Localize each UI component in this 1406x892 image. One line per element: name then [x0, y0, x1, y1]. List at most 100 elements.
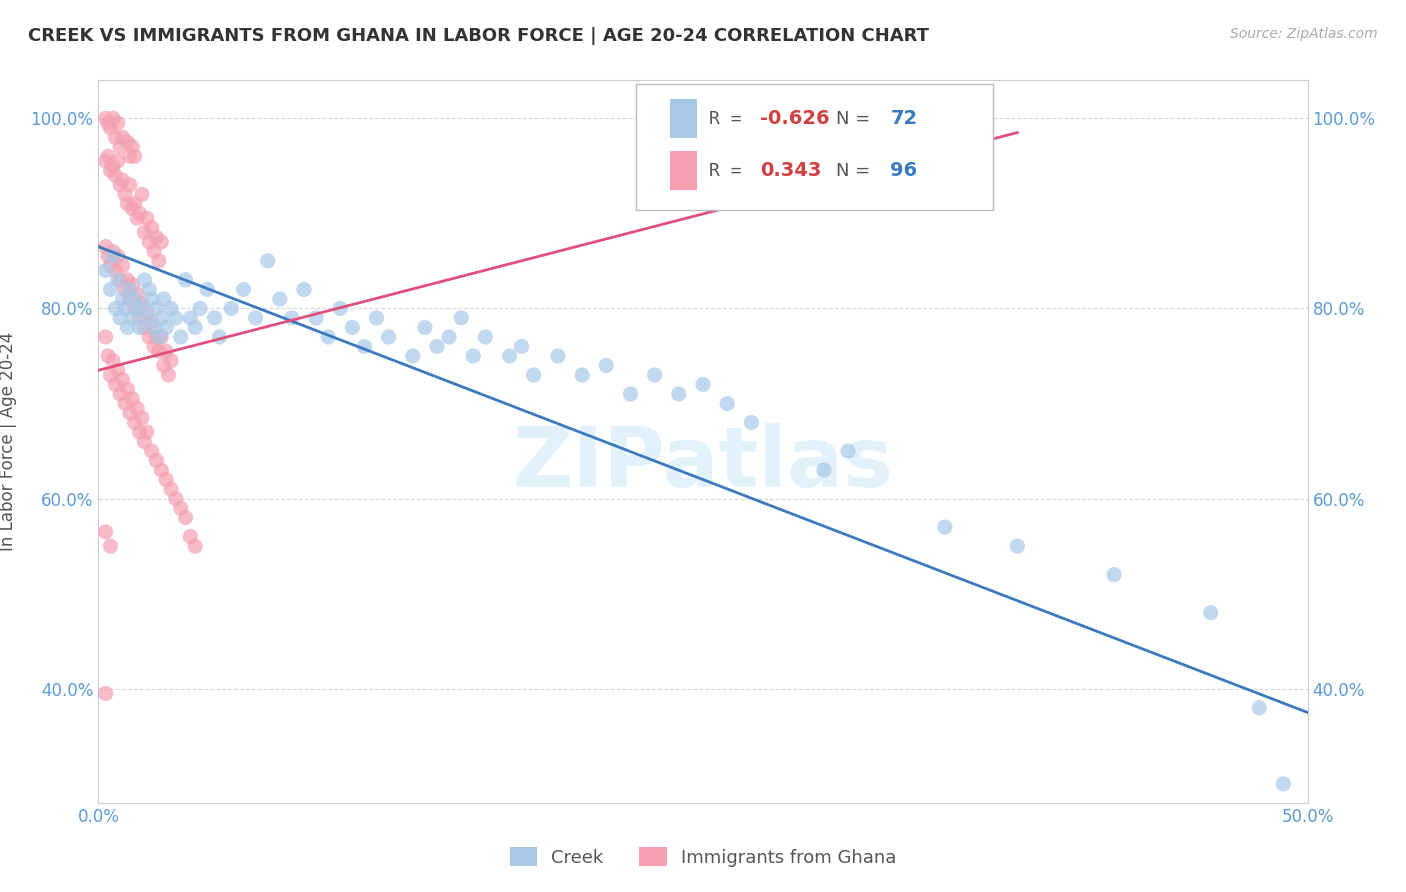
Point [155, 344, 177, 359]
Point [128, 310, 150, 325]
Point [1007, 539, 1029, 553]
Point [208, 330, 231, 344]
Point [141, 220, 163, 235]
Point [131, 410, 153, 425]
Point [1102, 567, 1125, 582]
Point [305, 310, 328, 325]
Point [1199, 606, 1222, 620]
Point [97, 349, 120, 363]
Point [94, 686, 117, 700]
Point [366, 310, 388, 325]
Point [124, 292, 146, 306]
Point [127, 211, 149, 226]
Point [124, 301, 146, 316]
Point [245, 310, 267, 325]
Point [94, 330, 117, 344]
Point [107, 116, 129, 130]
Point [148, 330, 170, 344]
Text: 96: 96 [890, 161, 918, 180]
Point [837, 444, 859, 458]
Point [124, 149, 146, 163]
Point [128, 425, 150, 439]
Point [152, 292, 174, 306]
Point [184, 320, 207, 334]
Point [131, 187, 153, 202]
Point [1272, 777, 1295, 791]
Point [127, 287, 149, 301]
Point [131, 296, 153, 310]
Point [118, 282, 141, 296]
Point [117, 382, 139, 396]
Point [523, 368, 546, 382]
Point [104, 169, 127, 183]
Point [281, 310, 304, 325]
Point [148, 254, 170, 268]
Point [100, 368, 122, 382]
Text: R =: R = [709, 161, 763, 179]
Point [740, 416, 762, 430]
Point [160, 301, 183, 316]
Point [141, 292, 163, 306]
Point [150, 235, 173, 249]
Point [547, 349, 569, 363]
Point [94, 240, 117, 254]
Point [184, 539, 207, 553]
Point [619, 387, 641, 401]
Point [157, 368, 180, 382]
Point [195, 282, 218, 296]
Y-axis label: In Labor Force | Age 20-24: In Labor Force | Age 20-24 [0, 332, 17, 551]
Point [101, 112, 124, 126]
Point [111, 259, 134, 273]
Text: Source: ZipAtlas.com: Source: ZipAtlas.com [1230, 27, 1378, 41]
Point [145, 230, 167, 244]
Point [117, 273, 139, 287]
Point [97, 116, 120, 130]
Point [316, 330, 339, 344]
Point [174, 510, 197, 524]
Point [135, 425, 157, 439]
Point [97, 249, 120, 263]
Point [107, 363, 129, 377]
FancyBboxPatch shape [671, 151, 697, 191]
Point [150, 463, 173, 477]
Point [150, 330, 173, 344]
Point [107, 154, 129, 169]
Point [138, 282, 160, 296]
Point [474, 330, 496, 344]
Point [232, 282, 254, 296]
Point [179, 530, 201, 544]
Point [111, 373, 134, 387]
Point [114, 187, 136, 202]
Point [94, 112, 117, 126]
Point [134, 434, 156, 449]
Point [114, 282, 136, 296]
Point [131, 301, 153, 316]
Point [160, 482, 183, 496]
Point [135, 211, 157, 226]
Point [169, 501, 191, 516]
Point [145, 330, 167, 344]
Point [143, 244, 166, 259]
Point [104, 263, 127, 277]
Point [138, 235, 160, 249]
Point [124, 197, 146, 211]
Point [100, 259, 122, 273]
Point [134, 320, 156, 334]
Point [692, 377, 714, 392]
Point [165, 491, 187, 506]
Point [121, 310, 143, 325]
Text: 0.343: 0.343 [759, 161, 821, 180]
Point [117, 197, 139, 211]
Text: N =: N = [837, 161, 876, 179]
Point [108, 387, 131, 401]
Point [117, 320, 139, 334]
Point [143, 320, 166, 334]
Point [108, 178, 131, 192]
Point [143, 339, 166, 353]
Text: -0.626: -0.626 [759, 109, 830, 128]
Point [463, 349, 485, 363]
Point [437, 330, 460, 344]
Point [145, 453, 167, 467]
Point [114, 301, 136, 316]
Point [135, 306, 157, 320]
